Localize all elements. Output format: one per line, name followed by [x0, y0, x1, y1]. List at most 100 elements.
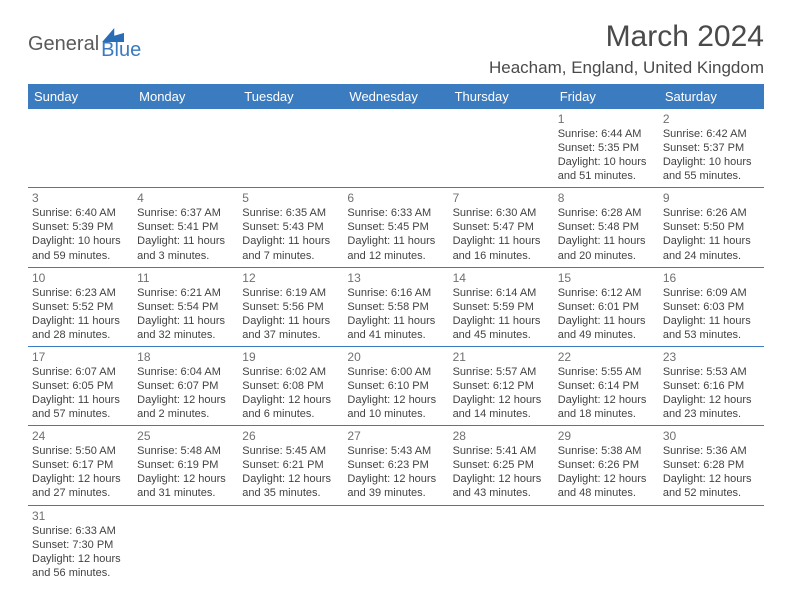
calendar-day-cell: 4Sunrise: 6:37 AMSunset: 5:41 PMDaylight… — [133, 188, 238, 267]
calendar-week-row: 24Sunrise: 5:50 AMSunset: 6:17 PMDayligh… — [28, 426, 764, 505]
sunrise-text: Sunrise: 6:26 AM — [663, 206, 760, 220]
calendar-day-cell: 3Sunrise: 6:40 AMSunset: 5:39 PMDaylight… — [28, 188, 133, 267]
daylight-text: Daylight: 12 hours and 56 minutes. — [32, 552, 129, 580]
daylight-text: Daylight: 12 hours and 52 minutes. — [663, 472, 760, 500]
calendar-empty-cell — [28, 109, 133, 188]
sunset-text: Sunset: 5:50 PM — [663, 220, 760, 234]
sunrise-text: Sunrise: 6:33 AM — [32, 524, 129, 538]
day-info: Sunrise: 5:43 AMSunset: 6:23 PMDaylight:… — [347, 444, 444, 500]
day-info: Sunrise: 6:42 AMSunset: 5:37 PMDaylight:… — [663, 127, 760, 183]
sunset-text: Sunset: 6:10 PM — [347, 379, 444, 393]
daylight-text: Daylight: 11 hours and 24 minutes. — [663, 234, 760, 262]
calendar-empty-cell — [343, 505, 448, 584]
sunset-text: Sunset: 5:58 PM — [347, 300, 444, 314]
sunrise-text: Sunrise: 5:53 AM — [663, 365, 760, 379]
daylight-text: Daylight: 11 hours and 12 minutes. — [347, 234, 444, 262]
sunrise-text: Sunrise: 6:12 AM — [558, 286, 655, 300]
day-number: 22 — [558, 350, 655, 364]
sunrise-text: Sunrise: 5:36 AM — [663, 444, 760, 458]
day-number: 8 — [558, 191, 655, 205]
calendar-empty-cell — [449, 505, 554, 584]
sunrise-text: Sunrise: 6:07 AM — [32, 365, 129, 379]
weekday-header: Monday — [133, 84, 238, 109]
day-number: 11 — [137, 271, 234, 285]
calendar-week-row: 1Sunrise: 6:44 AMSunset: 5:35 PMDaylight… — [28, 109, 764, 188]
daylight-text: Daylight: 11 hours and 57 minutes. — [32, 393, 129, 421]
weekday-header: Tuesday — [238, 84, 343, 109]
calendar-day-cell: 29Sunrise: 5:38 AMSunset: 6:26 PMDayligh… — [554, 426, 659, 505]
sunrise-text: Sunrise: 6:28 AM — [558, 206, 655, 220]
day-info: Sunrise: 6:21 AMSunset: 5:54 PMDaylight:… — [137, 286, 234, 342]
daylight-text: Daylight: 12 hours and 23 minutes. — [663, 393, 760, 421]
daylight-text: Daylight: 12 hours and 27 minutes. — [32, 472, 129, 500]
day-info: Sunrise: 6:07 AMSunset: 6:05 PMDaylight:… — [32, 365, 129, 421]
sunset-text: Sunset: 5:54 PM — [137, 300, 234, 314]
day-info: Sunrise: 6:23 AMSunset: 5:52 PMDaylight:… — [32, 286, 129, 342]
day-info: Sunrise: 6:19 AMSunset: 5:56 PMDaylight:… — [242, 286, 339, 342]
day-number: 17 — [32, 350, 129, 364]
calendar-day-cell: 21Sunrise: 5:57 AMSunset: 6:12 PMDayligh… — [449, 346, 554, 425]
daylight-text: Daylight: 10 hours and 51 minutes. — [558, 155, 655, 183]
sunset-text: Sunset: 6:17 PM — [32, 458, 129, 472]
sunset-text: Sunset: 6:12 PM — [453, 379, 550, 393]
sunset-text: Sunset: 5:45 PM — [347, 220, 444, 234]
day-info: Sunrise: 6:26 AMSunset: 5:50 PMDaylight:… — [663, 206, 760, 262]
sunset-text: Sunset: 6:14 PM — [558, 379, 655, 393]
sunrise-text: Sunrise: 5:50 AM — [32, 444, 129, 458]
day-number: 16 — [663, 271, 760, 285]
calendar-empty-cell — [449, 109, 554, 188]
day-number: 18 — [137, 350, 234, 364]
day-info: Sunrise: 5:38 AMSunset: 6:26 PMDaylight:… — [558, 444, 655, 500]
day-info: Sunrise: 5:36 AMSunset: 6:28 PMDaylight:… — [663, 444, 760, 500]
sunrise-text: Sunrise: 6:00 AM — [347, 365, 444, 379]
sunrise-text: Sunrise: 6:30 AM — [453, 206, 550, 220]
day-info: Sunrise: 6:04 AMSunset: 6:07 PMDaylight:… — [137, 365, 234, 421]
day-number: 5 — [242, 191, 339, 205]
sunset-text: Sunset: 6:25 PM — [453, 458, 550, 472]
day-number: 28 — [453, 429, 550, 443]
calendar-day-cell: 15Sunrise: 6:12 AMSunset: 6:01 PMDayligh… — [554, 267, 659, 346]
calendar-empty-cell — [133, 109, 238, 188]
sunrise-text: Sunrise: 6:04 AM — [137, 365, 234, 379]
day-number: 26 — [242, 429, 339, 443]
calendar-day-cell: 17Sunrise: 6:07 AMSunset: 6:05 PMDayligh… — [28, 346, 133, 425]
sunset-text: Sunset: 5:52 PM — [32, 300, 129, 314]
day-number: 2 — [663, 112, 760, 126]
day-info: Sunrise: 5:45 AMSunset: 6:21 PMDaylight:… — [242, 444, 339, 500]
daylight-text: Daylight: 10 hours and 59 minutes. — [32, 234, 129, 262]
daylight-text: Daylight: 11 hours and 7 minutes. — [242, 234, 339, 262]
calendar-day-cell: 28Sunrise: 5:41 AMSunset: 6:25 PMDayligh… — [449, 426, 554, 505]
calendar-day-cell: 19Sunrise: 6:02 AMSunset: 6:08 PMDayligh… — [238, 346, 343, 425]
day-number: 31 — [32, 509, 129, 523]
calendar-day-cell: 20Sunrise: 6:00 AMSunset: 6:10 PMDayligh… — [343, 346, 448, 425]
sunset-text: Sunset: 6:26 PM — [558, 458, 655, 472]
calendar-empty-cell — [238, 505, 343, 584]
sunset-text: Sunset: 7:30 PM — [32, 538, 129, 552]
day-number: 4 — [137, 191, 234, 205]
daylight-text: Daylight: 12 hours and 35 minutes. — [242, 472, 339, 500]
daylight-text: Daylight: 11 hours and 45 minutes. — [453, 314, 550, 342]
sunset-text: Sunset: 5:59 PM — [453, 300, 550, 314]
calendar-day-cell: 31Sunrise: 6:33 AMSunset: 7:30 PMDayligh… — [28, 505, 133, 584]
sunrise-text: Sunrise: 6:09 AM — [663, 286, 760, 300]
calendar-day-cell: 1Sunrise: 6:44 AMSunset: 5:35 PMDaylight… — [554, 109, 659, 188]
calendar-week-row: 31Sunrise: 6:33 AMSunset: 7:30 PMDayligh… — [28, 505, 764, 584]
title-block: March 2024 Heacham, England, United King… — [489, 20, 764, 78]
sunset-text: Sunset: 5:47 PM — [453, 220, 550, 234]
day-info: Sunrise: 5:53 AMSunset: 6:16 PMDaylight:… — [663, 365, 760, 421]
calendar-empty-cell — [554, 505, 659, 584]
day-number: 30 — [663, 429, 760, 443]
calendar-day-cell: 26Sunrise: 5:45 AMSunset: 6:21 PMDayligh… — [238, 426, 343, 505]
daylight-text: Daylight: 12 hours and 6 minutes. — [242, 393, 339, 421]
sunrise-text: Sunrise: 5:45 AM — [242, 444, 339, 458]
day-info: Sunrise: 5:41 AMSunset: 6:25 PMDaylight:… — [453, 444, 550, 500]
daylight-text: Daylight: 12 hours and 14 minutes. — [453, 393, 550, 421]
sunrise-text: Sunrise: 5:43 AM — [347, 444, 444, 458]
calendar-day-cell: 14Sunrise: 6:14 AMSunset: 5:59 PMDayligh… — [449, 267, 554, 346]
day-number: 1 — [558, 112, 655, 126]
logo-word1: General — [28, 34, 99, 54]
daylight-text: Daylight: 12 hours and 43 minutes. — [453, 472, 550, 500]
calendar-day-cell: 5Sunrise: 6:35 AMSunset: 5:43 PMDaylight… — [238, 188, 343, 267]
daylight-text: Daylight: 10 hours and 55 minutes. — [663, 155, 760, 183]
daylight-text: Daylight: 11 hours and 20 minutes. — [558, 234, 655, 262]
